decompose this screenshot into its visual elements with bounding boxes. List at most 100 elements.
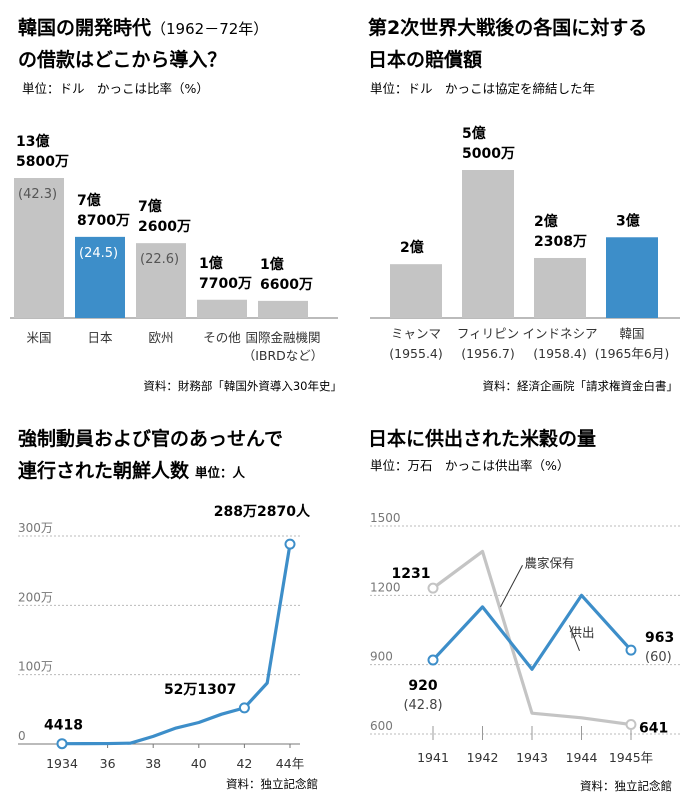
loans-bar: [136, 243, 186, 318]
reparations-value-label: 5000万: [462, 146, 515, 162]
loans-value-label: 8700万: [77, 213, 130, 229]
mobilized-y-tick-label: 100万: [18, 660, 53, 674]
loans-value-label: 6600万: [260, 277, 313, 293]
panel-mobilized: 強制動員および官のあっせんで 連行された朝鮮人数 単位：人 0 100万 200万 30…: [18, 427, 318, 791]
mobilized-x-tick-label: 38: [145, 756, 161, 771]
mobilized-x-tick-label: 40: [191, 756, 207, 771]
loans-subtitle: 単位：ドル かっこは比率（%）: [22, 81, 209, 96]
panel-loans: 韓国の開発時代（1962－72年） の借款はどこから導入？ 単位：ドル かっこは…: [10, 16, 342, 393]
reparations-bar: [462, 170, 514, 318]
reparations-title-line1: 第2次世界大戦後の各国に対する: [368, 16, 647, 39]
reparations-value-label: 2億: [400, 239, 424, 256]
mobilized-unit: 単位：人: [195, 465, 246, 480]
reparations-category-label: ミャンマ: [391, 326, 441, 341]
rice-point: [625, 644, 637, 656]
rice-legend-leader: [500, 565, 523, 608]
mobilized-title-line1: 強制動員および官のあっせんで: [18, 427, 283, 450]
rice-source: 資料：独立記念館: [580, 779, 672, 793]
loans-category-label: その他: [203, 330, 241, 345]
rice-point-label: 1231: [392, 566, 431, 582]
rice-point: [427, 582, 439, 594]
mobilized-point-label: 52万1307: [164, 682, 236, 698]
panel-reparations: 第2次世界大戦後の各国に対する 日本の賠償額 単位：ドル かっこは協定を締結した…: [368, 16, 680, 393]
reparations-value-label: 2億: [534, 213, 558, 230]
loans-value-label: 1億: [199, 255, 223, 272]
mobilized-point: [238, 702, 250, 714]
rice-point-label: 641: [639, 721, 668, 737]
mobilized-y-tick-label: 200万: [18, 590, 53, 604]
reparations-category-sub: (1958.4): [533, 346, 587, 361]
rice-y-tick-label: 1200: [370, 580, 401, 594]
rice-series-line: [432, 549, 632, 727]
rice-point-label: 920: [408, 678, 437, 694]
rice-x-tick-label: 1945年: [609, 750, 653, 765]
loans-category-label: 国際金融機関: [245, 330, 320, 345]
loans-value-label: 7億: [77, 192, 101, 209]
mobilized-point-label: 288万2870人: [214, 503, 311, 520]
reparations-subtitle: 単位：ドル かっこは協定を締結した年: [370, 81, 595, 96]
rice-point: [427, 654, 439, 666]
loans-value-label: 7700万: [199, 276, 252, 292]
reparations-category-sub: (1965年6月): [595, 346, 670, 361]
mobilized-x-tick-label: 36: [100, 756, 116, 771]
mobilized-y-tick-label: 0: [18, 729, 26, 743]
loans-value-label: 2600万: [138, 219, 191, 235]
rice-series-label: 供出: [570, 625, 595, 640]
loans-category-label: 日本: [87, 330, 113, 345]
rice-point-sublabel: (60): [645, 650, 672, 665]
loans-title-line1: 韓国の開発時代（1962－72年）: [18, 16, 268, 39]
reparations-title-line2: 日本の賠償額: [368, 48, 482, 71]
mobilized-point: [56, 738, 68, 750]
reparations-value-label: 3億: [616, 212, 640, 229]
rice-legend-leader: [569, 625, 580, 651]
rice-subtitle: 単位：万石 かっこは供出率（%）: [370, 458, 569, 473]
reparations-bar: [606, 237, 658, 318]
reparations-source: 資料：経済企画院「請求権資金白書」: [483, 379, 679, 393]
loans-ratio-label: (42.3): [18, 187, 57, 202]
reparations-category-sub: (1956.7): [461, 346, 515, 361]
loans-title-years: （1962－72年）: [151, 20, 268, 38]
reparations-value-label: 2308万: [534, 234, 587, 250]
mobilized-source: 資料：独立記念館: [226, 777, 318, 791]
mobilized-x-tick-label: 44年: [276, 756, 304, 771]
loans-bar: [75, 236, 125, 318]
loans-bar: [14, 178, 64, 318]
loans-value-label: 7億: [138, 198, 162, 215]
rice-chart: 600 900 1200 1500 1941 1942 1943 1944 1945年 農家保有供…: [370, 511, 682, 765]
mobilized-x-tick-label: 42: [236, 756, 252, 771]
mobilized-series-line: [61, 543, 292, 746]
panel-rice: 日本に供出された米穀の量 単位：万石 かっこは供出率（%） 600 900 1200…: [368, 427, 682, 793]
rice-series-label: 農家保有: [525, 555, 575, 570]
rice-point: [625, 719, 637, 731]
loans-category-label: 欧州: [148, 330, 173, 345]
mobilized-y-tick-label: 300万: [18, 521, 53, 535]
rice-title: 日本に供出された米穀の量: [368, 427, 596, 450]
reparations-value-label: 5億: [462, 125, 486, 142]
rice-x-tick-label: 1943: [516, 750, 548, 765]
mobilized-title-line2: 連行された朝鮮人数 単位：人: [18, 459, 246, 482]
reparations-category-label: 韓国: [619, 326, 644, 341]
rice-y-tick-label: 1500: [370, 511, 401, 525]
reparations-category-label: インドネシア: [522, 326, 597, 341]
mobilized-point: [284, 538, 296, 550]
loans-source: 資料：財務部「韓国外資導入30年史」: [143, 379, 342, 393]
loans-ratio-label: (22.6): [140, 252, 179, 267]
loans-bar: [258, 300, 308, 318]
rice-y-tick-label: 600: [370, 719, 393, 733]
mobilized-x-tick-label: 1934: [46, 756, 78, 771]
reparations-category-label: フィリピン: [457, 326, 519, 341]
mobilized-point-label: 4418: [44, 718, 83, 734]
loans-value-label: 1億: [260, 256, 284, 273]
loans-ratio-label: (24.5): [79, 246, 118, 261]
rice-point-sublabel: (42.8): [403, 698, 442, 713]
reparations-bar: [390, 264, 442, 318]
rice-series-line: [431, 593, 633, 671]
loans-bar: [197, 299, 247, 318]
reparations-bar: [534, 257, 586, 318]
rice-x-tick-label: 1941: [417, 750, 449, 765]
mobilized-chart: 0 100万 200万 300万 1934 36 38 40 42 44年 4418 52万1307 2…: [18, 503, 311, 771]
loans-value-label: 5800万: [16, 154, 69, 170]
rice-x-tick-label: 1944: [566, 750, 598, 765]
